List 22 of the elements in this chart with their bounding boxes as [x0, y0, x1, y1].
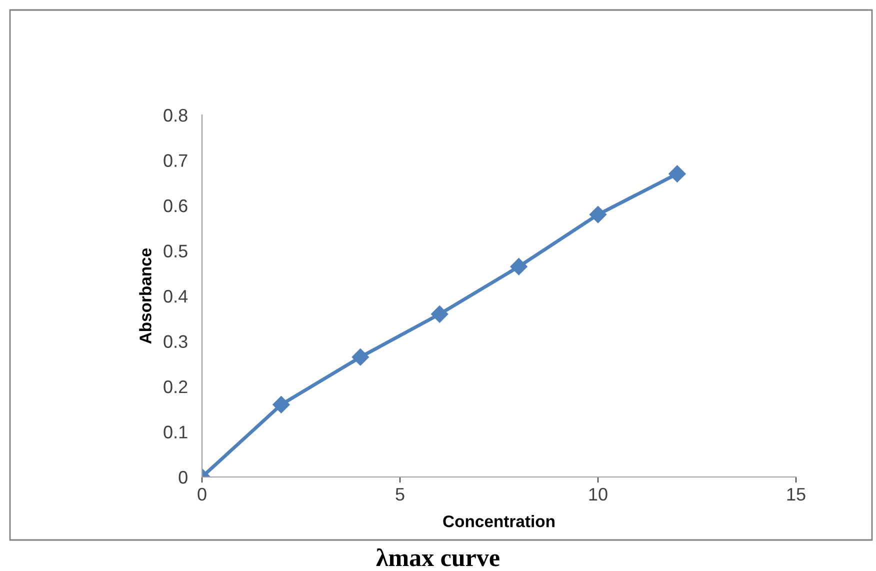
y-tick-label: 0.7: [164, 154, 188, 167]
y-tick-label: 0.5: [164, 244, 188, 258]
y-tick-label: 0.2: [164, 380, 188, 394]
point: [668, 165, 686, 182]
y-axis-title: Absorbance: [139, 248, 152, 344]
y-tick-label: 0.8: [164, 108, 188, 122]
y-tick-label: 0.1: [164, 426, 188, 438]
point: [431, 306, 448, 323]
y-tick-label: 0.6: [164, 199, 188, 212]
x-tick-label: 0: [198, 488, 206, 501]
x-tick-label: 10: [589, 488, 608, 501]
y-tick-label: 0.4: [164, 290, 188, 303]
y-tick-label: 0: [178, 470, 188, 484]
text: λmax curve: [376, 548, 500, 566]
point: [589, 206, 607, 224]
x-tick-label: 5: [396, 488, 404, 501]
y-tick-label: 0.3: [164, 335, 188, 348]
point: [272, 396, 290, 414]
point: [352, 348, 369, 366]
point: [510, 258, 528, 276]
x-axis-title: Concentration: [443, 515, 554, 528]
x-tick-label: 15: [787, 488, 806, 501]
